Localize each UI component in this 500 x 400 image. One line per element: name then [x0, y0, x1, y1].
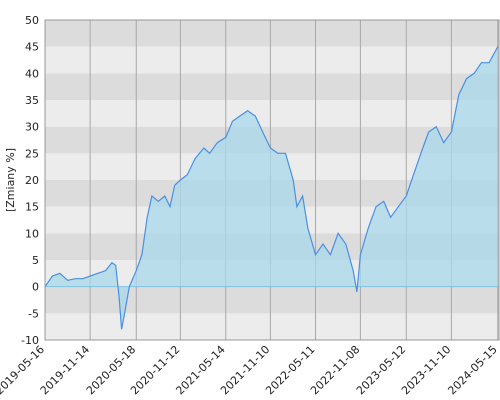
band — [45, 73, 499, 100]
band — [45, 286, 499, 314]
y-tick-label: 40 — [25, 67, 39, 80]
y-tick-label: -10 — [21, 334, 39, 347]
area — [45, 46, 498, 330]
y-tick-label: -5 — [28, 307, 39, 320]
plot-border — [44, 19, 500, 341]
y-tick-label: 35 — [25, 94, 39, 107]
y-tick-label: 45 — [25, 41, 39, 54]
y-axis-label: [Zmiany %] — [4, 148, 17, 212]
y-tick-label: 0 — [32, 281, 39, 294]
band — [45, 313, 499, 340]
band — [45, 20, 499, 47]
band — [45, 46, 499, 74]
y-tick-label: 50 — [25, 14, 39, 27]
y-tick-label: 30 — [25, 121, 39, 134]
y-tick-label: 20 — [25, 174, 39, 187]
y-tick-label: 15 — [25, 201, 39, 214]
x-tick-label: 2024-05-15 — [445, 343, 499, 397]
y-tick-label: 5 — [32, 254, 39, 267]
line — [44, 46, 499, 330]
band — [45, 100, 499, 127]
y-tick-label: 10 — [25, 227, 39, 240]
y-tick-label: 25 — [25, 147, 39, 160]
